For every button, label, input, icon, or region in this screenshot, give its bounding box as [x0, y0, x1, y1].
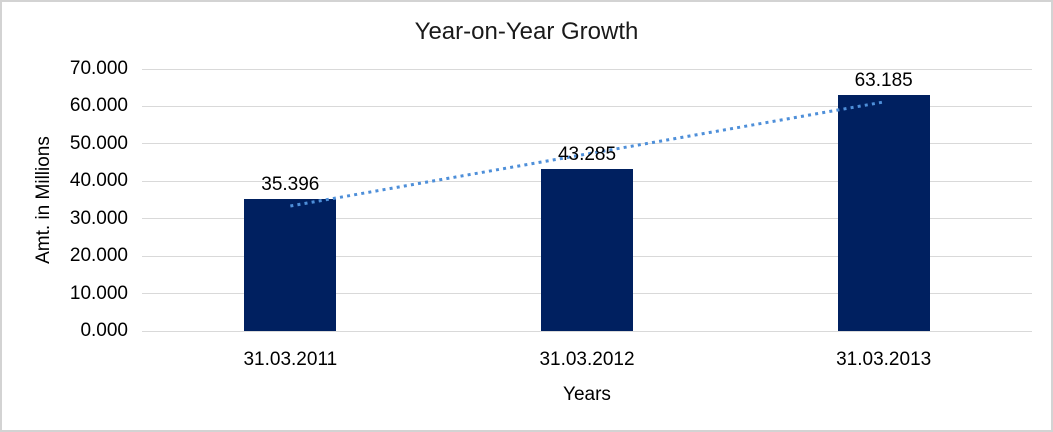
value-label: 43.285: [557, 143, 617, 165]
plot-area: [142, 68, 1032, 332]
gridline: [142, 330, 1032, 332]
y-tick-label: 10.000: [69, 282, 128, 304]
y-tick-label: 20.000: [69, 245, 128, 267]
y-tick-label: 60.000: [69, 95, 128, 117]
x-axis-title: Years: [563, 384, 611, 405]
y-tick-label: 0.000: [80, 320, 128, 341]
y-tick-label: 40.000: [69, 170, 128, 192]
gridline: [142, 68, 1032, 70]
y-tick-label: 30.000: [69, 207, 128, 229]
y-tick-label: 70.000: [69, 58, 128, 79]
bar-31.03.2011: [244, 198, 337, 331]
x-tick-label: 31.03.2011: [243, 349, 338, 370]
bar-31.03.2012: [541, 168, 633, 331]
chart-title: Year-on-Year Growth: [414, 18, 639, 45]
x-tick-label: 31.03.2013: [836, 349, 932, 370]
value-label: 63.185: [854, 69, 913, 91]
bar-31.03.2013: [837, 94, 930, 331]
x-tick-label: 31.03.2012: [539, 349, 635, 370]
value-label: 35.396: [261, 173, 320, 195]
y-tick-label: 50.000: [69, 132, 128, 154]
y-axis-title: Amt. in Millions: [33, 136, 54, 264]
